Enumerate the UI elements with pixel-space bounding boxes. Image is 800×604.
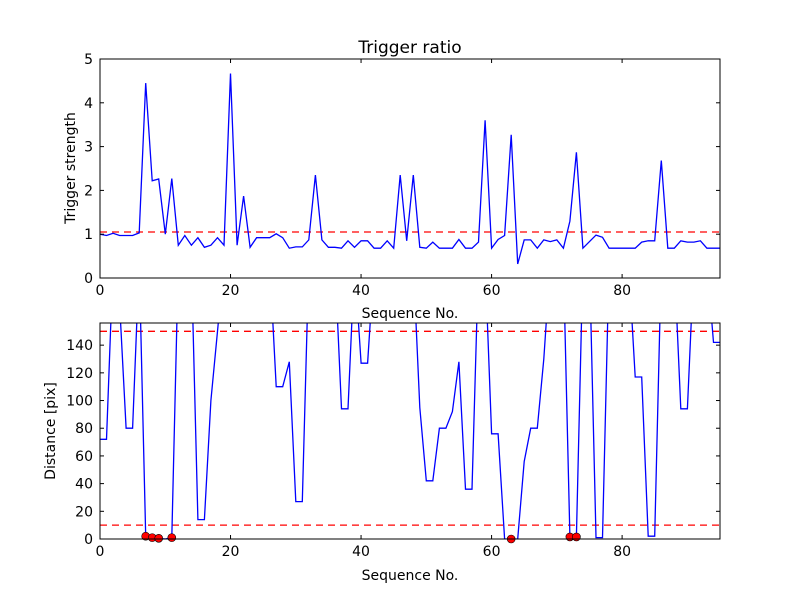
top-axes: Sequence No. Trigger strength 0 20 40 60 80 0… xyxy=(63,52,721,322)
y-tick-label: 100 xyxy=(66,394,93,410)
y-tick-label: 0 xyxy=(84,532,93,548)
bottom-axes: Sequence No. Distance [pix] 0 20 40 60 80 0 20… xyxy=(43,322,721,584)
x-tick-label: 60 xyxy=(483,283,501,299)
y-tick-label: 0 xyxy=(84,271,93,287)
x-tick-label: 20 xyxy=(222,544,240,560)
y-tick-label: 2 xyxy=(84,183,93,199)
y-tick-label: 80 xyxy=(75,421,93,437)
y-tick-label: 120 xyxy=(66,366,93,382)
x-tick-label: 40 xyxy=(352,544,370,560)
y-tick-label: 20 xyxy=(75,504,93,520)
data-series-line xyxy=(100,323,720,539)
x-tick-label: 80 xyxy=(613,544,631,560)
x-tick-label: 60 xyxy=(483,544,501,560)
y-tick-label: 3 xyxy=(84,140,93,156)
y-tick-label: 1 xyxy=(84,227,93,243)
axes-frame xyxy=(99,322,721,540)
data-point-marker xyxy=(154,534,164,543)
x-tick-label: 80 xyxy=(613,283,631,299)
x-tick-label: 40 xyxy=(352,283,370,299)
axes-frame xyxy=(99,58,721,279)
x-tick-label: 0 xyxy=(96,544,105,560)
y-tick-label: 5 xyxy=(84,52,93,68)
y-tick-label: 4 xyxy=(84,96,93,112)
y-tick-label: 40 xyxy=(75,477,93,493)
chart-title: Trigger ratio xyxy=(357,38,461,58)
x-tick-label: 20 xyxy=(222,283,240,299)
top-y-axis-label: Trigger strength xyxy=(63,112,79,225)
y-tick-label: 140 xyxy=(66,338,93,354)
bottom-y-axis-label: Distance [pix] xyxy=(43,382,59,480)
x-tick-label: 0 xyxy=(96,283,105,299)
y-tick-label: 60 xyxy=(75,449,93,465)
top-x-axis-label: Sequence No. xyxy=(362,306,459,322)
data-point-marker xyxy=(572,532,581,542)
data-series-line xyxy=(100,73,720,265)
bottom-x-axis-label: Sequence No. xyxy=(362,568,459,584)
data-point-marker xyxy=(167,533,177,542)
